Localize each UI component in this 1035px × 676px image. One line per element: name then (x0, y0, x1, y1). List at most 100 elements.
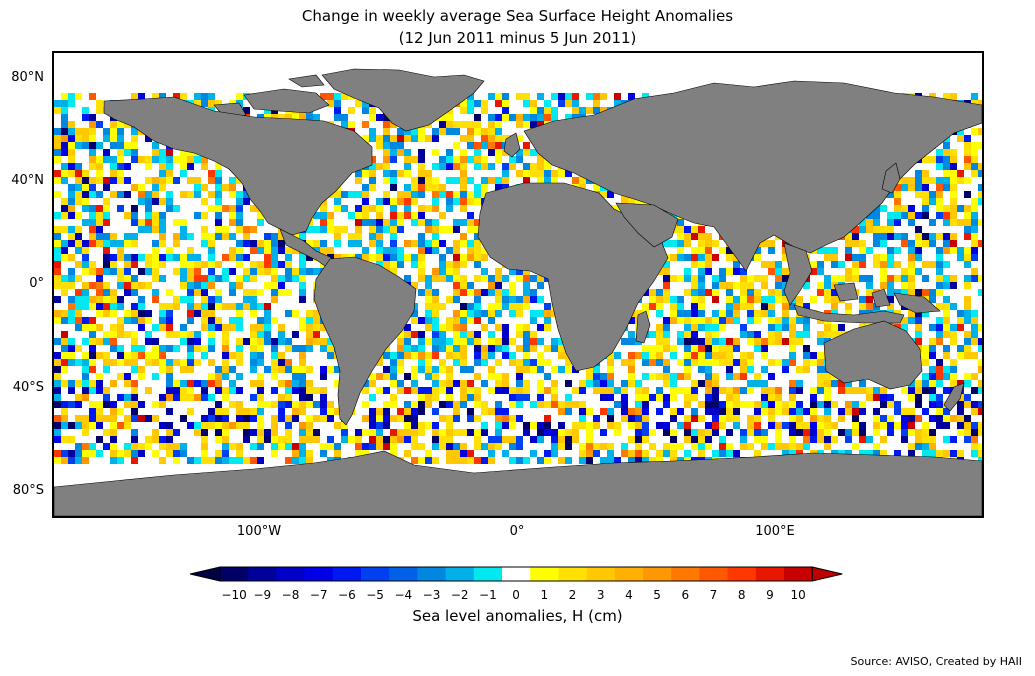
anomaly-cell (131, 261, 138, 268)
anomaly-cell (75, 226, 82, 233)
anomaly-cell (460, 205, 467, 212)
anomaly-cell (306, 366, 313, 373)
anomaly-cell (936, 408, 943, 415)
anomaly-cell (292, 310, 299, 317)
colorbar-tick-label: 8 (737, 588, 746, 602)
anomaly-cell (481, 408, 488, 415)
anomaly-cell (467, 331, 474, 338)
anomaly-cell (523, 359, 530, 366)
anomaly-cell (901, 436, 908, 443)
lat-label-40s: 40°S (12, 380, 44, 395)
anomaly-cell (75, 401, 82, 408)
anomaly-cell (68, 93, 75, 100)
anomaly-cell (453, 128, 460, 135)
anomaly-cell (96, 352, 103, 359)
anomaly-cell (474, 121, 481, 128)
anomaly-cell (971, 219, 978, 226)
anomaly-cell (271, 359, 278, 366)
anomaly-cell (82, 296, 89, 303)
anomaly-cell (110, 415, 117, 422)
anomaly-cell (824, 247, 831, 254)
anomaly-cell (82, 373, 89, 380)
anomaly-cell (474, 191, 481, 198)
anomaly-cell (180, 163, 187, 170)
anomaly-cell (747, 366, 754, 373)
anomaly-cell (369, 163, 376, 170)
anomaly-cell (530, 359, 537, 366)
map-title: Change in weekly average Sea Surface Hei… (301, 7, 734, 25)
anomaly-cell (866, 450, 873, 457)
anomaly-cell (61, 121, 68, 128)
anomaly-cell (201, 261, 208, 268)
anomaly-cell (355, 191, 362, 198)
anomaly-cell (971, 247, 978, 254)
anomaly-cell (719, 247, 726, 254)
anomaly-cell (229, 352, 236, 359)
anomaly-cell (285, 114, 292, 121)
anomaly-cell (761, 436, 768, 443)
anomaly-cell (201, 352, 208, 359)
anomaly-cell (859, 303, 866, 310)
anomaly-cell (691, 254, 698, 261)
anomaly-cell (334, 254, 341, 261)
anomaly-cell (495, 135, 502, 142)
anomaly-cell (691, 387, 698, 394)
anomaly-cell (922, 233, 929, 240)
anomaly-cell (208, 338, 215, 345)
anomaly-cell (439, 254, 446, 261)
anomaly-cell (285, 443, 292, 450)
anomaly-cell (488, 443, 495, 450)
anomaly-cell (530, 401, 537, 408)
anomaly-cell (775, 422, 782, 429)
anomaly-cell (754, 422, 761, 429)
anomaly-cell (117, 121, 124, 128)
anomaly-cell (89, 450, 96, 457)
anomaly-cell (236, 198, 243, 205)
anomaly-cell (390, 198, 397, 205)
anomaly-cell (698, 324, 705, 331)
anomaly-cell (908, 394, 915, 401)
anomaly-cell (75, 191, 82, 198)
anomaly-cell (579, 422, 586, 429)
anomaly-cell (159, 163, 166, 170)
anomaly-cell (943, 205, 950, 212)
anomaly-cell (908, 212, 915, 219)
anomaly-cell (950, 366, 957, 373)
anomaly-cell (810, 415, 817, 422)
anomaly-cell (201, 240, 208, 247)
anomaly-cell (978, 128, 982, 135)
anomaly-cell (502, 296, 509, 303)
anomaly-cell (432, 331, 439, 338)
anomaly-cell (733, 415, 740, 422)
anomaly-cell (782, 408, 789, 415)
anomaly-cell (383, 121, 390, 128)
anomaly-cell (467, 142, 474, 149)
anomaly-cell (68, 296, 75, 303)
anomaly-cell (964, 254, 971, 261)
anomaly-cell (61, 366, 68, 373)
anomaly-cell (208, 415, 215, 422)
anomaly-cell (89, 282, 96, 289)
anomaly-cell (61, 310, 68, 317)
colorbar-tick-label: −6 (338, 588, 356, 602)
anomaly-cell (376, 387, 383, 394)
anomaly-cell (446, 401, 453, 408)
anomaly-cell (915, 226, 922, 233)
anomaly-cell (425, 219, 432, 226)
anomaly-cell (138, 191, 145, 198)
anomaly-cell (698, 303, 705, 310)
anomaly-cell (460, 443, 467, 450)
anomaly-cell (572, 177, 579, 184)
anomaly-cell (376, 261, 383, 268)
anomaly-cell (61, 212, 68, 219)
anomaly-cell (810, 436, 817, 443)
anomaly-cell (131, 205, 138, 212)
anomaly-cell (775, 261, 782, 268)
map-subtitle: (12 Jun 2011 minus 5 Jun 2011) (398, 29, 637, 47)
anomaly-cell (96, 233, 103, 240)
anomaly-cell (733, 261, 740, 268)
anomaly-cell (509, 338, 516, 345)
anomaly-cell (397, 128, 404, 135)
anomaly-cell (208, 422, 215, 429)
anomaly-cell (915, 212, 922, 219)
